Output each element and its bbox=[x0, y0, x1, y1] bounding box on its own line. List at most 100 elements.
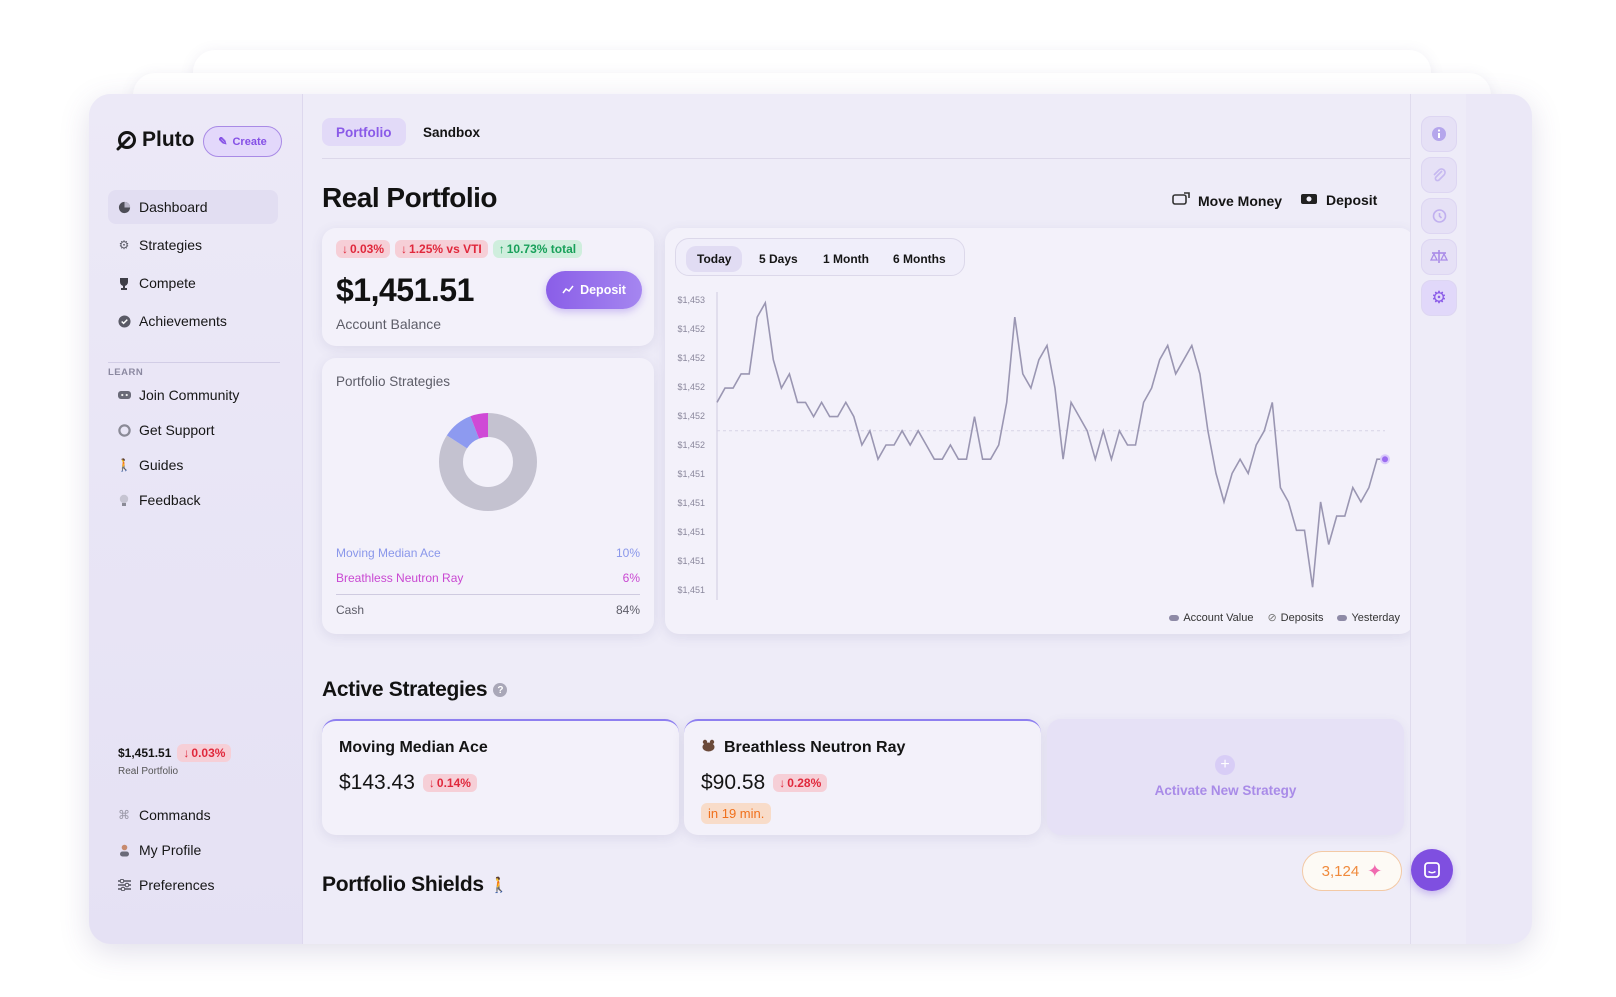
wand-icon: ✎ bbox=[218, 136, 228, 148]
sidebar-item-label: Dashboard bbox=[139, 199, 208, 215]
paperclip-icon[interactable] bbox=[1421, 157, 1457, 193]
strategy-change-badge: ↓ 0.14% bbox=[422, 774, 477, 792]
sidebar-item-label: Achievements bbox=[139, 313, 227, 329]
sidebar-item-label: Guides bbox=[139, 457, 184, 473]
scale-icon[interactable] bbox=[1421, 239, 1457, 275]
sidebar-item-preferences[interactable]: Preferences bbox=[108, 868, 278, 902]
chat-button[interactable] bbox=[1411, 849, 1453, 891]
day-change-value: 0.03% bbox=[350, 242, 385, 256]
help-icon[interactable]: ? bbox=[493, 683, 508, 697]
range-tab-6-months[interactable]: 6 Months bbox=[893, 252, 946, 266]
strategy-name: Moving Median Ace bbox=[339, 739, 488, 756]
y-tick-label: $1,452 bbox=[677, 353, 705, 363]
plus-icon: + bbox=[1215, 755, 1235, 775]
strategy-card-ace[interactable]: Moving Median Ace $143.43 ↓ 0.14% bbox=[322, 719, 679, 835]
sidebar-item-guides[interactable]: 🚶 Guides bbox=[108, 448, 278, 482]
vs-benchmark-value: 1.25% vs VTI bbox=[409, 242, 482, 256]
legend-account-value[interactable]: Account Value bbox=[1169, 611, 1253, 624]
y-tick-label: $1,452 bbox=[677, 324, 705, 334]
legend-deposits[interactable]: ⊘ Deposits bbox=[1267, 611, 1323, 625]
sidebar-balance-value: $1,451.51 bbox=[118, 746, 172, 760]
deposit-button-label: Deposit bbox=[580, 283, 626, 297]
sidebar-item-compete[interactable]: Compete bbox=[108, 266, 278, 300]
portfolio-strategies-title: Portfolio Strategies bbox=[336, 374, 451, 389]
command-icon: ⌘ bbox=[118, 808, 130, 822]
legend-row-cash: Cash 84% bbox=[336, 603, 640, 617]
range-tab-5-days[interactable]: 5 Days bbox=[759, 252, 798, 266]
y-tick-label: $1,451 bbox=[677, 585, 705, 595]
strategy-name-row: Breathless Neutron Ray bbox=[701, 739, 905, 757]
y-tick-label: $1,453 bbox=[677, 295, 705, 305]
strategy-price: $90.58 bbox=[701, 771, 766, 794]
sidebar-item-feedback[interactable]: Feedback bbox=[108, 483, 278, 517]
legend-name: Cash bbox=[336, 603, 365, 617]
range-tab-today[interactable]: Today bbox=[686, 246, 743, 272]
sidebar-item-strategies[interactable]: ⚙ Strategies bbox=[108, 228, 278, 262]
tab-portfolio[interactable]: Portfolio bbox=[322, 118, 406, 146]
logo[interactable]: Pluto bbox=[115, 128, 195, 152]
cash-icon bbox=[1300, 192, 1318, 208]
sidebar-item-label: Join Community bbox=[139, 387, 240, 403]
sidebar-item-label: Strategies bbox=[139, 237, 203, 253]
legend-divider bbox=[336, 594, 640, 595]
create-button[interactable]: ✎ Create bbox=[203, 126, 282, 157]
sidebar-item-label: Preferences bbox=[139, 877, 215, 893]
legend-yesterday[interactable]: Yesterday bbox=[1337, 611, 1400, 624]
latest-value-point[interactable] bbox=[1380, 454, 1390, 465]
lifebuoy-icon bbox=[117, 423, 131, 437]
legend-pct: 6% bbox=[622, 571, 640, 585]
deposit-header-button[interactable]: Deposit bbox=[1300, 192, 1377, 208]
strategy-change-value: 0.14% bbox=[436, 776, 471, 790]
sidebar-item-join-community[interactable]: Join Community bbox=[108, 378, 278, 412]
donut-slice-ray bbox=[439, 413, 537, 511]
sidebar-balance-label: Real Portfolio bbox=[118, 766, 179, 777]
learn-section-label: LEARN bbox=[108, 367, 144, 378]
legend-pct: 10% bbox=[615, 546, 640, 560]
strategy-change-value: 0.28% bbox=[787, 776, 822, 790]
activate-new-strategy-card[interactable]: + Activate New Strategy bbox=[1047, 719, 1404, 835]
arrow-down-icon: ↓ bbox=[428, 776, 435, 790]
sidebar-item-label: Commands bbox=[139, 807, 211, 823]
gear-icon: ⚙ bbox=[1431, 288, 1447, 307]
info-icon[interactable] bbox=[1421, 116, 1457, 152]
deposit-button[interactable]: Deposit bbox=[546, 271, 642, 309]
active-strategies-heading: Active Strategies ? bbox=[322, 678, 508, 702]
tab-sandbox[interactable]: Sandbox bbox=[423, 124, 481, 140]
move-money-button[interactable]: Move Money bbox=[1172, 192, 1282, 209]
portfolio-shields-heading: Portfolio Shields 🚶 bbox=[322, 873, 508, 897]
page-title: Real Portfolio bbox=[322, 182, 498, 213]
sidebar-item-achievements[interactable]: Achievements bbox=[108, 304, 278, 338]
points-badge[interactable]: 3,124 ✦ bbox=[1302, 851, 1402, 891]
sidebar: Pluto ✎ Create Dashboard ⚙ Strategies Co… bbox=[89, 94, 303, 944]
range-tab-1-month[interactable]: 1 Month bbox=[823, 252, 869, 266]
y-tick-label: $1,452 bbox=[677, 440, 705, 450]
sidebar-item-my-profile[interactable]: My Profile bbox=[108, 833, 278, 867]
yesterday-swatch bbox=[1337, 614, 1348, 621]
trend-chart-icon bbox=[562, 283, 574, 297]
account-balance-label: Account Balance bbox=[336, 316, 442, 332]
strategy-price-row: $143.43 ↓ 0.14% bbox=[339, 771, 477, 795]
sidebar-balance[interactable]: $1,451.51 ↓ 0.03% bbox=[118, 744, 232, 762]
create-label: Create bbox=[232, 135, 267, 148]
walking-icon: 🚶 bbox=[116, 458, 132, 472]
activate-new-strategy-label: Activate New Strategy bbox=[1154, 783, 1297, 798]
deposit-header-label: Deposit bbox=[1326, 192, 1378, 208]
account-value-line bbox=[716, 300, 1385, 588]
strategy-price: $143.43 bbox=[339, 771, 415, 794]
money-transfer-icon bbox=[1172, 192, 1190, 209]
sidebar-item-commands[interactable]: ⌘ Commands bbox=[108, 798, 278, 832]
sidebar-item-get-support[interactable]: Get Support bbox=[108, 413, 278, 447]
sidebar-item-dashboard[interactable]: Dashboard bbox=[108, 190, 278, 224]
walking-icon: 🚶 bbox=[489, 877, 509, 894]
settings-icon[interactable]: ⚙ bbox=[1421, 280, 1457, 316]
active-strategies-title: Active Strategies bbox=[322, 678, 488, 701]
legend-row-ray[interactable]: Breathless Neutron Ray 6% bbox=[336, 571, 640, 585]
pluto-logo-icon bbox=[116, 131, 136, 151]
history-icon[interactable] bbox=[1421, 198, 1457, 234]
brand-name: Pluto bbox=[142, 128, 195, 151]
balance-card: ↓ 0.03% ↓ 1.25% vs VTI ↑ 10.73% total $1,45… bbox=[322, 228, 654, 346]
strategy-card-ray[interactable]: Breathless Neutron Ray $90.58 ↓ 0.28% in … bbox=[684, 719, 1041, 835]
app-window: Pluto ✎ Create Dashboard ⚙ Strategies Co… bbox=[89, 94, 1532, 944]
legend-row-ace[interactable]: Moving Median Ace 10% bbox=[336, 546, 640, 560]
strategy-name: Breathless Neutron Ray bbox=[724, 739, 906, 756]
